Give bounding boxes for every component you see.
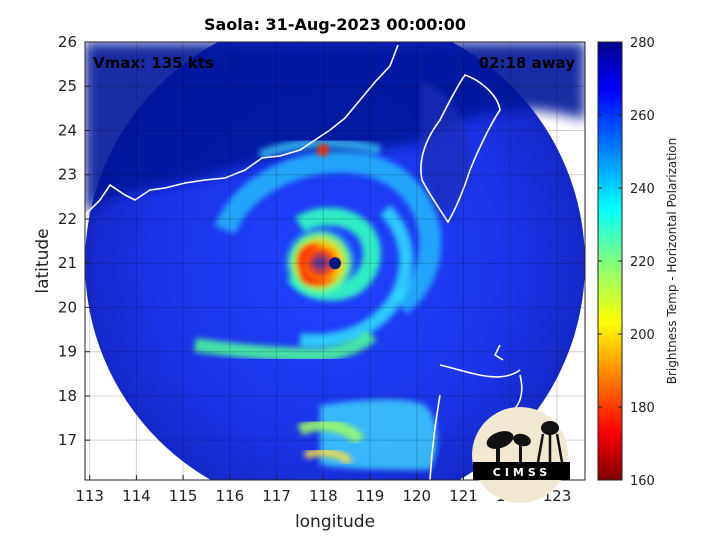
land-region-taiwan [419, 80, 470, 215]
y-tick-label: 21 [58, 254, 77, 272]
water-tower-icon [541, 421, 559, 435]
colorbar-tick-label: 240 [630, 182, 655, 197]
eyewall-core [298, 244, 335, 286]
y-tick-label: 25 [58, 77, 77, 95]
chart-title: Saola: 31-Aug-2023 00:00:00 [204, 15, 466, 34]
x-tick-label: 119 [356, 487, 385, 505]
vmax-annotation: Vmax: 135 kts [93, 54, 214, 72]
x-tick-label: 120 [402, 487, 431, 505]
y-axis-label: latitude [33, 228, 53, 293]
dish-stand [496, 444, 500, 462]
dish-stand-small [519, 444, 522, 462]
rainband-east [299, 205, 414, 348]
rainband-southeast [320, 399, 437, 470]
colorbar-tick-label: 200 [630, 328, 655, 343]
coastline-philippines [429, 344, 523, 480]
colorbar-ticks: 280 260 240 220 200 180 160 [598, 36, 655, 489]
convective-hotspot [317, 144, 329, 156]
x-tick-label: 113 [75, 487, 104, 505]
colorbar-tick-label: 280 [630, 36, 655, 51]
satellite-dish-icon [486, 431, 514, 449]
water-tower-legs [536, 433, 564, 463]
y-tick-label: 19 [58, 343, 77, 361]
y-tick-label: 20 [58, 298, 77, 316]
storm-eye [329, 257, 341, 270]
eyewall [284, 227, 356, 299]
convection-south [297, 418, 365, 445]
land-region-north [85, 42, 585, 215]
x-tick-label: 121 [449, 487, 478, 505]
colorbar-tick-label: 160 [630, 474, 655, 489]
colorbar-label: Brightness Temp - Horizontal Polarizatio… [665, 138, 679, 385]
y-axis-ticks: 26 25 24 23 22 21 20 19 18 17 [58, 33, 90, 449]
x-tick-label: 114 [122, 487, 151, 505]
rainband-south [194, 329, 377, 363]
convection-south-core [303, 448, 353, 466]
y-tick-label: 24 [58, 121, 77, 139]
time-away-annotation: 02:18 away [479, 54, 576, 72]
coastline-taiwan [420, 74, 501, 224]
grid-lines [85, 41, 585, 480]
y-tick-label: 17 [58, 431, 77, 449]
satellite-dish-small-icon [513, 433, 531, 447]
y-tick-label: 22 [58, 210, 77, 228]
y-tick-label: 18 [58, 387, 77, 405]
colorbar-tick-label: 180 [630, 401, 655, 416]
x-tick-label: 117 [262, 487, 291, 505]
brightness-temperature-field [85, 42, 585, 480]
rainband-north-coast [258, 138, 382, 160]
colorbar-tick-label: 220 [630, 255, 655, 270]
cimss-logo: CIMSS [472, 407, 570, 503]
x-axis-label: longitude [295, 512, 375, 532]
logo-banner [473, 462, 570, 480]
coastline-china [85, 44, 399, 216]
y-tick-label: 26 [58, 33, 77, 51]
plot-area: 113114115116117118119120121122123 262524… [58, 33, 586, 505]
logo-text: CIMSS [493, 466, 551, 479]
plot-frame [84, 41, 586, 481]
x-tick-label: 118 [309, 487, 338, 505]
rainband-outer-north [214, 150, 442, 314]
x-tick-label: 115 [169, 487, 198, 505]
colorbar: 280 260 240 220 200 180 160 Brightness Temp - … [597, 36, 679, 489]
colorbar-tick-label: 260 [630, 109, 655, 124]
x-tick-label: 116 [216, 487, 245, 505]
y-tick-label: 23 [58, 166, 77, 184]
